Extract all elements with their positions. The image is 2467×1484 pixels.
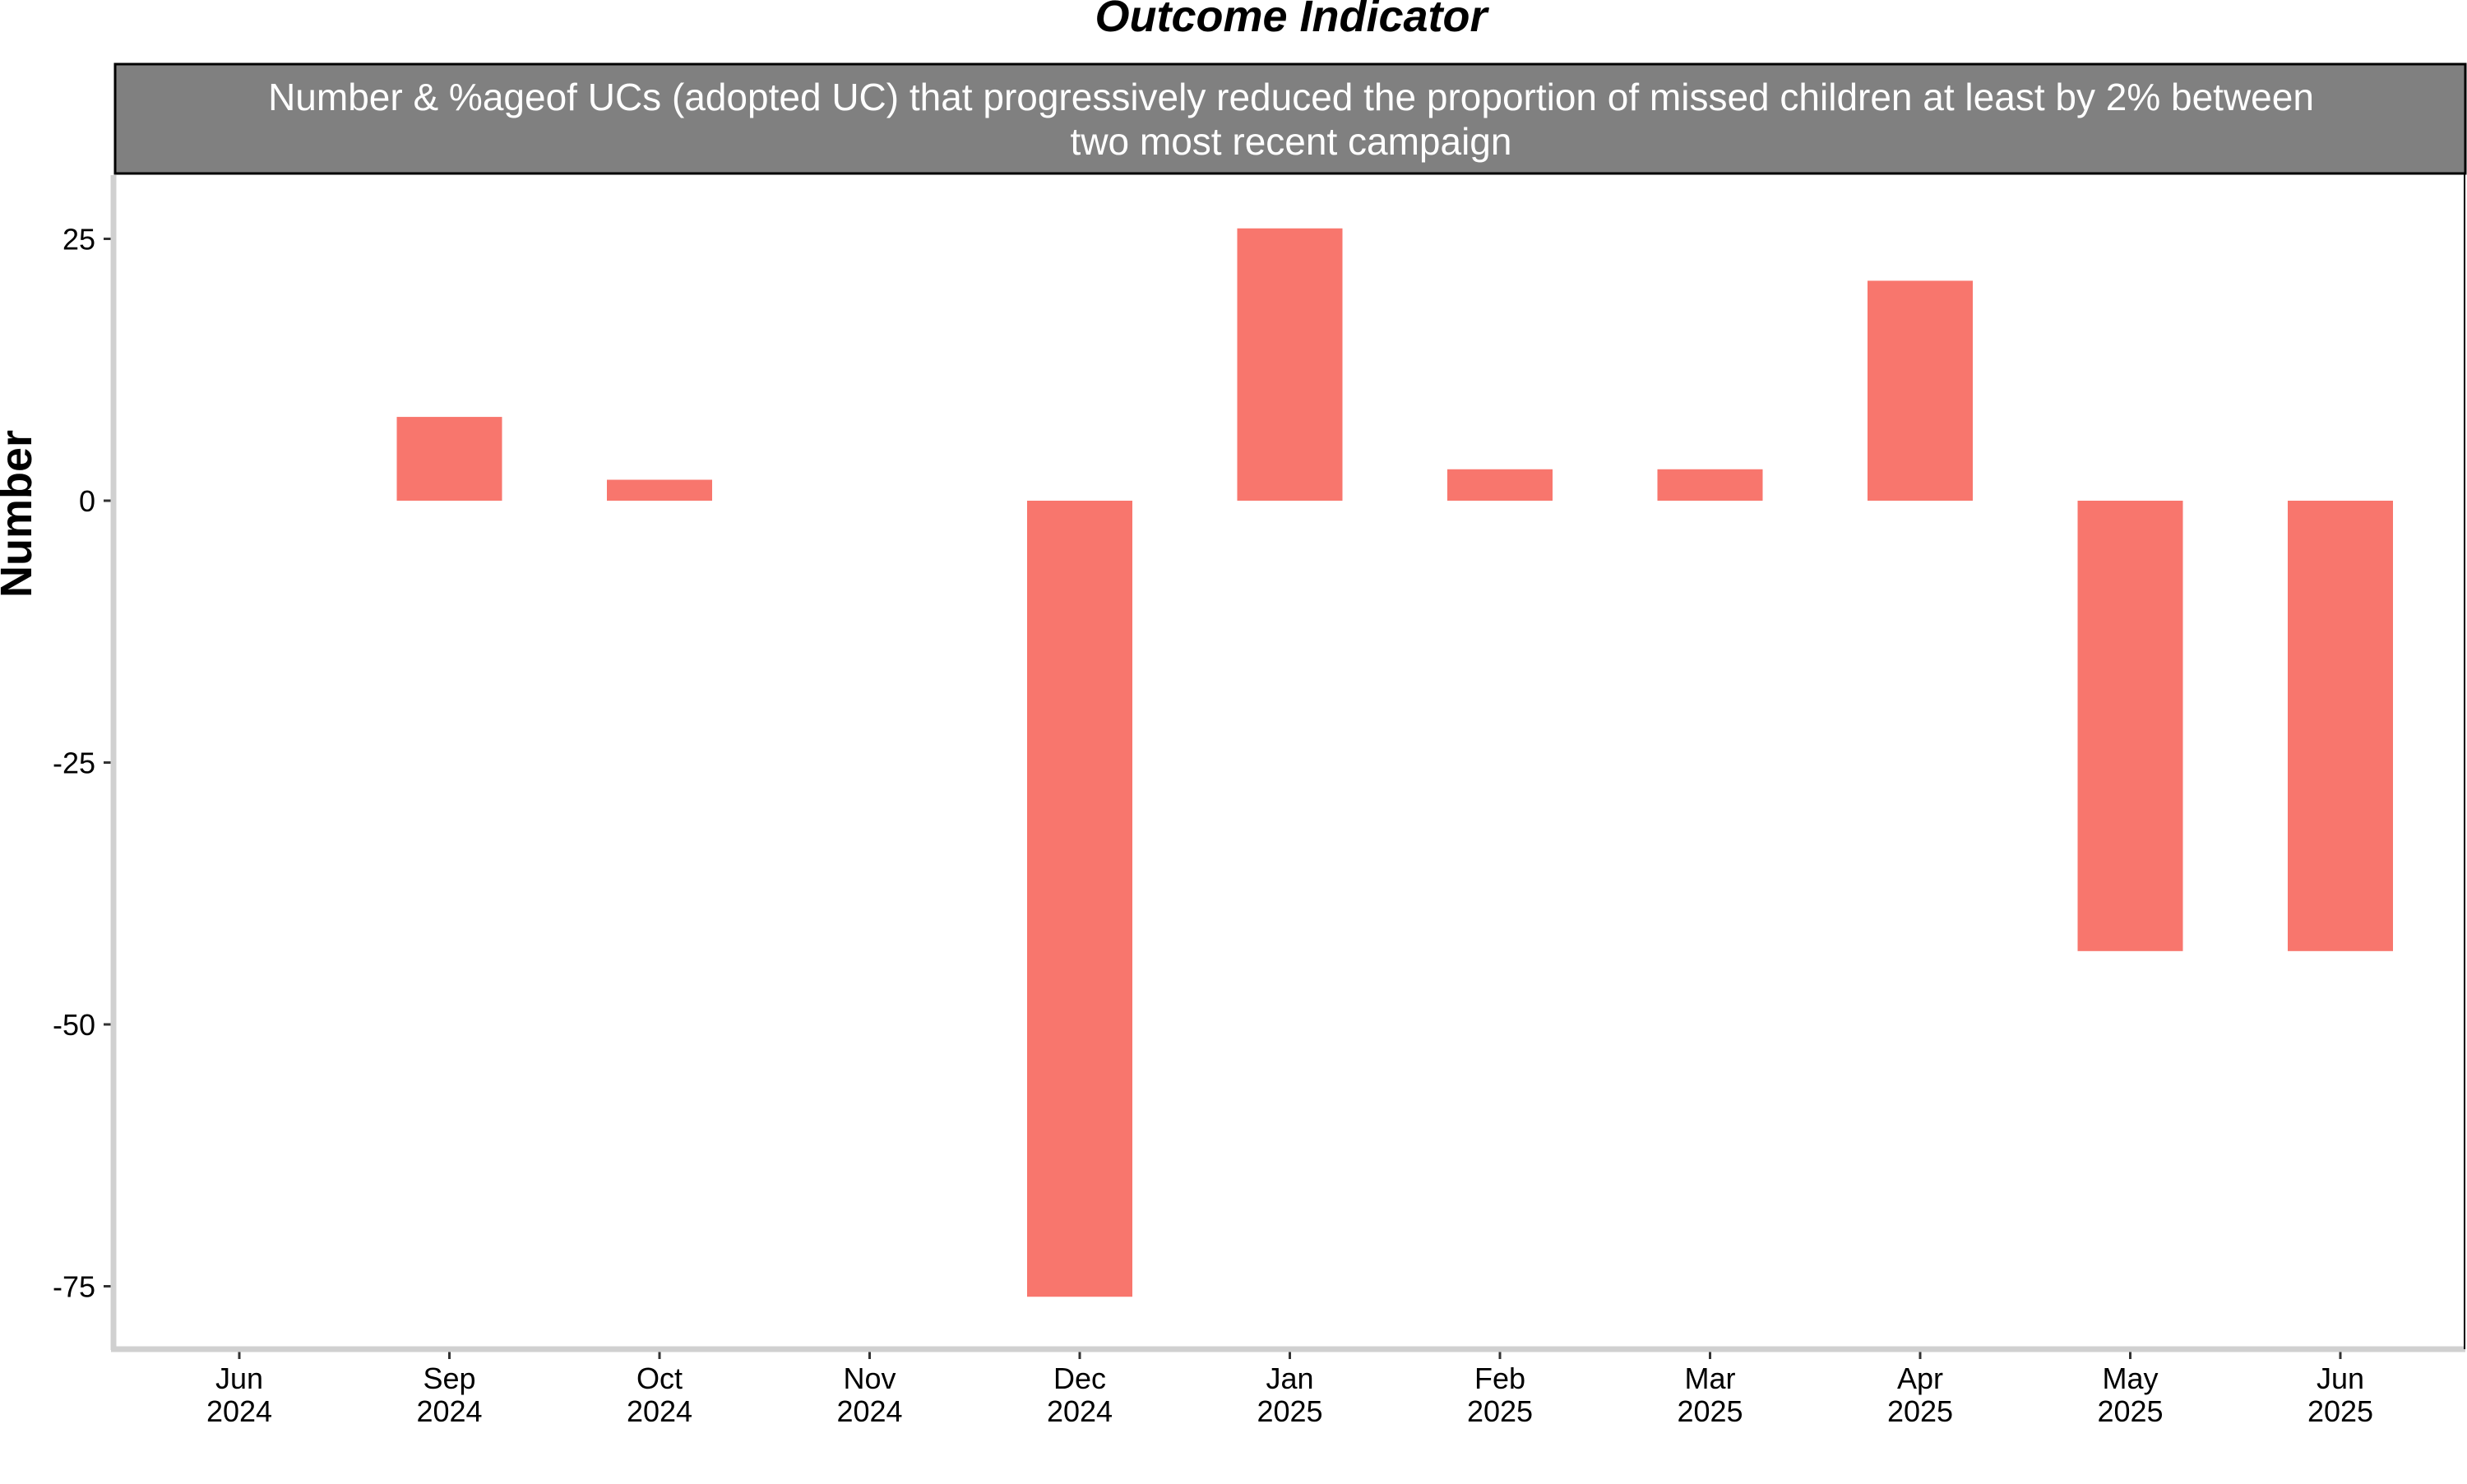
x-axis: Jun 2024 Sep 2024 Oct 2024 Nov 2024 Dec 2024 Jan 20… xyxy=(206,1349,2373,1428)
y-tick-label: 25 xyxy=(62,223,95,257)
bar-apr-2025 xyxy=(1868,280,1973,501)
bar-mar-2025 xyxy=(1657,469,1763,501)
x-tick-label: Apr 2025 xyxy=(1887,1361,1953,1428)
y-tick-label: -50 xyxy=(53,1008,95,1042)
x-tick-label: Jan 2025 xyxy=(1257,1361,1322,1428)
bar-may-2025 xyxy=(2077,501,2183,951)
x-tick-label: Dec 2024 xyxy=(1047,1361,1113,1428)
bar-jan-2025 xyxy=(1237,228,1343,501)
x-tick-label: Oct 2024 xyxy=(627,1361,692,1428)
y-tick-label: -25 xyxy=(53,747,95,780)
bar-dec-2024 xyxy=(1027,501,1132,1297)
facet-strip-label: Number & %ageof UCs (adopted UC) that pr… xyxy=(268,76,2314,163)
x-tick-label: Sep 2024 xyxy=(416,1361,482,1428)
y-axis-title: Number xyxy=(0,430,41,598)
bar-sep-2024 xyxy=(396,417,502,501)
bar-jun-2025 xyxy=(2288,501,2393,951)
x-tick-label: Mar 2025 xyxy=(1677,1361,1743,1428)
x-tick-label: Nov 2024 xyxy=(836,1361,902,1428)
x-tick-label: May 2025 xyxy=(2097,1361,2163,1428)
x-tick-label: Jun 2025 xyxy=(2307,1361,2373,1428)
bars xyxy=(396,228,2393,1297)
y-tick-label: -75 xyxy=(53,1270,95,1304)
bar-feb-2025 xyxy=(1447,469,1553,501)
bar-oct-2024 xyxy=(607,479,712,501)
chart-title: Outcome Indicator xyxy=(1095,0,1489,41)
x-tick-label: Jun 2024 xyxy=(206,1361,272,1428)
facet-strip xyxy=(113,62,2467,175)
y-axis: 25 0 -25 -50 -75 xyxy=(53,223,113,1304)
x-tick-label: Feb 2025 xyxy=(1467,1361,1533,1428)
y-tick-label: 0 xyxy=(79,484,95,518)
